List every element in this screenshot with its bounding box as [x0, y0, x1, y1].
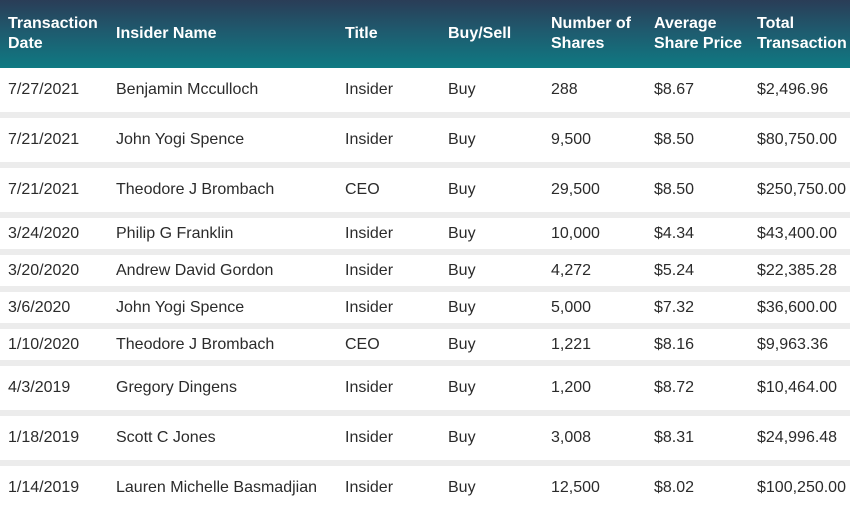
- table-row: 3/6/2020 John Yogi Spence Insider Buy 5,…: [0, 286, 850, 326]
- cell-total: $250,750.00: [749, 162, 850, 215]
- cell-title: Insider: [337, 112, 440, 165]
- cell-insider-name: Theodore J Brombach: [108, 323, 337, 363]
- cell-price: $8.50: [646, 112, 749, 165]
- header-row: Transaction Date Insider Name Title Buy/…: [0, 0, 850, 68]
- cell-buy-sell: Buy: [440, 162, 543, 215]
- cell-price: $7.32: [646, 286, 749, 326]
- table-header: Transaction Date Insider Name Title Buy/…: [0, 0, 850, 68]
- table-row: 1/18/2019 Scott C Jones Insider Buy 3,00…: [0, 410, 850, 463]
- cell-buy-sell: Buy: [448, 81, 476, 98]
- table-row: 7/27/2021 Benjamin Mcculloch Insider Buy…: [0, 68, 850, 115]
- cell-date: 1/10/2020: [0, 323, 108, 363]
- cell-insider-name: John Yogi Spence: [108, 286, 337, 326]
- cell-price: $8.16: [646, 323, 749, 363]
- cell-buy-sell: Buy: [440, 112, 543, 165]
- cell-shares: 1,200: [543, 360, 646, 413]
- cell-insider-name: Philip G Franklin: [108, 212, 337, 252]
- cell-shares: 4,272: [543, 249, 646, 289]
- cell-buy-sell: Buy: [440, 212, 543, 252]
- cell-price: $8.50: [646, 162, 749, 215]
- cell-date: 3/6/2020: [0, 286, 108, 326]
- cell-total: $36,600.00: [749, 286, 850, 326]
- cell-insider-name: Andrew David Gordon: [108, 249, 337, 289]
- cell-total: $80,750.00: [749, 112, 850, 165]
- cell-buy-sell: Buy: [440, 360, 543, 413]
- cell-title: Insider: [337, 410, 440, 463]
- cell-buy-sell: Buy: [440, 410, 543, 463]
- cell-total: $22,385.28: [749, 249, 850, 289]
- cell-buy-sell: Buy: [440, 323, 543, 363]
- cell-title: Insider: [337, 360, 440, 413]
- cell-title: CEO: [337, 162, 440, 215]
- table-row: 3/20/2020 Andrew David Gordon Insider Bu…: [0, 249, 850, 289]
- cell-total: $2,496.96: [757, 81, 829, 98]
- cell-date: 7/21/2021: [0, 162, 108, 215]
- cell-date: 3/24/2020: [0, 212, 108, 252]
- cell-title: Insider: [337, 212, 440, 252]
- header-transaction-date: Transaction Date: [8, 15, 98, 52]
- cell-date: 1/18/2019: [0, 410, 108, 463]
- cell-insider-name: Lauren Michelle Basmadjian: [108, 460, 337, 510]
- cell-title: Insider: [345, 81, 394, 98]
- cell-shares: 12,500: [543, 460, 646, 510]
- cell-date: 4/3/2019: [0, 360, 108, 413]
- cell-buy-sell: Buy: [440, 460, 543, 510]
- table-row: 4/3/2019 Gregory Dingens Insider Buy 1,2…: [0, 360, 850, 413]
- cell-price: $8.72: [646, 360, 749, 413]
- cell-insider-name: Benjamin Mcculloch: [116, 81, 259, 98]
- cell-shares: 5,000: [543, 286, 646, 326]
- table-row: 1/14/2019 Lauren Michelle Basmadjian Ins…: [0, 460, 850, 510]
- cell-total: $100,250.00: [749, 460, 850, 510]
- cell-total: $10,464.00: [749, 360, 850, 413]
- table-row: 1/10/2020 Theodore J Brombach CEO Buy 1,…: [0, 323, 850, 363]
- cell-shares: 9,500: [543, 112, 646, 165]
- cell-date: 1/14/2019: [0, 460, 108, 510]
- header-number-of-shares: Number of Shares: [551, 15, 631, 52]
- cell-buy-sell: Buy: [440, 286, 543, 326]
- cell-total: $9,963.36: [749, 323, 850, 363]
- cell-price: $5.24: [646, 249, 749, 289]
- table-row: 7/21/2021 Theodore J Brombach CEO Buy 29…: [0, 162, 850, 215]
- cell-total: $43,400.00: [749, 212, 850, 252]
- cell-price: $4.34: [646, 212, 749, 252]
- cell-date: 7/27/2021: [8, 81, 80, 98]
- cell-buy-sell: Buy: [440, 249, 543, 289]
- table-row: 7/21/2021 John Yogi Spence Insider Buy 9…: [0, 112, 850, 165]
- cell-total: $24,996.48: [749, 410, 850, 463]
- cell-shares: 3,008: [543, 410, 646, 463]
- cell-shares: 1,221: [543, 323, 646, 363]
- cell-title: Insider: [337, 460, 440, 510]
- header-average-share-price: Average Share Price: [654, 15, 743, 52]
- header-buy-sell: Buy/Sell: [448, 25, 512, 42]
- cell-title: CEO: [337, 323, 440, 363]
- cell-shares: 29,500: [543, 162, 646, 215]
- header-insider-name: Insider Name: [116, 25, 217, 42]
- table-row: 3/24/2020 Philip G Franklin Insider Buy …: [0, 212, 850, 252]
- cell-insider-name: John Yogi Spence: [108, 112, 337, 165]
- cell-insider-name: Gregory Dingens: [108, 360, 337, 413]
- header-title: Title: [345, 25, 378, 42]
- cell-date: 7/21/2021: [0, 112, 108, 165]
- cell-price: $8.67: [654, 81, 695, 98]
- header-total-transaction: Total Transaction: [757, 15, 847, 52]
- cell-price: $8.02: [646, 460, 749, 510]
- cell-title: Insider: [337, 286, 440, 326]
- cell-date: 3/20/2020: [0, 249, 108, 289]
- table-body: 7/27/2021 Benjamin Mcculloch Insider Buy…: [0, 68, 850, 510]
- cell-insider-name: Theodore J Brombach: [108, 162, 337, 215]
- cell-price: $8.31: [646, 410, 749, 463]
- cell-shares: 10,000: [543, 212, 646, 252]
- cell-title: Insider: [337, 249, 440, 289]
- cell-shares: 288: [551, 81, 578, 98]
- cell-insider-name: Scott C Jones: [108, 410, 337, 463]
